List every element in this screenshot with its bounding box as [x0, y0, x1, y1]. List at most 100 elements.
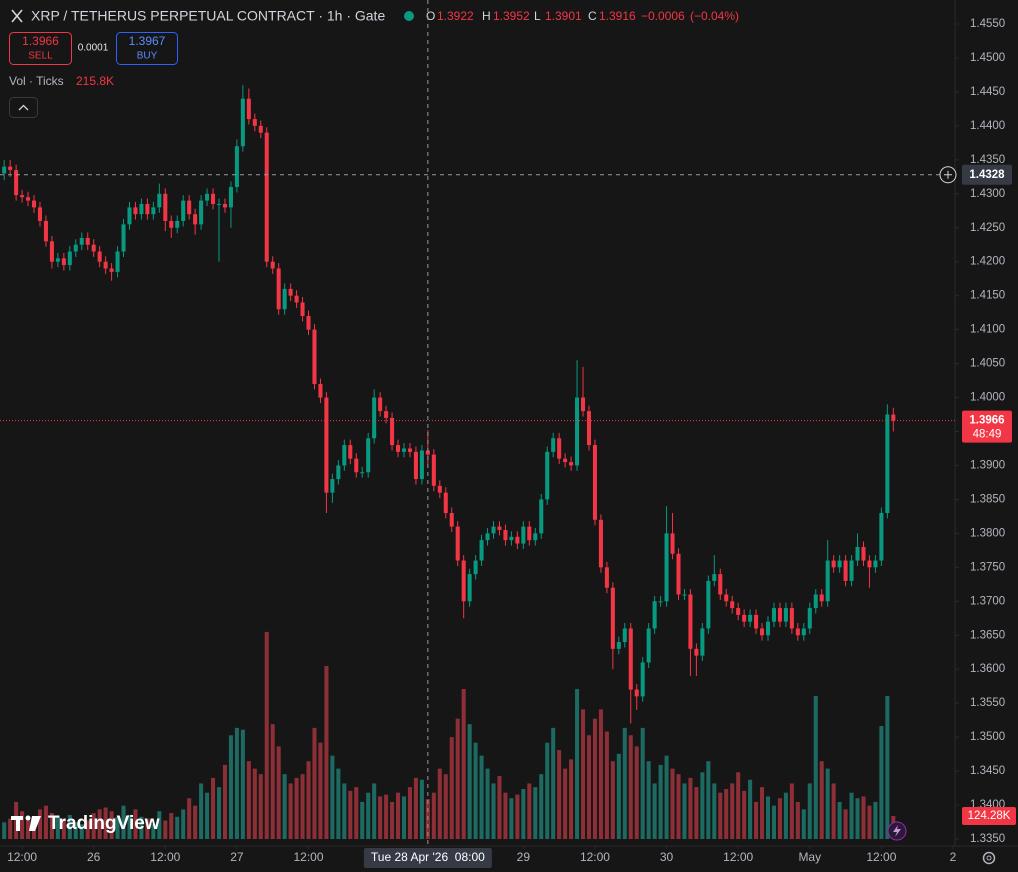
candle-body: [49, 241, 54, 262]
candle-body: [765, 621, 771, 636]
volume-bar: [700, 772, 705, 839]
candle-body: [2, 166, 7, 174]
candle-body: [330, 479, 335, 493]
candle-body: [372, 397, 377, 439]
brand-logo: [11, 815, 41, 831]
candle-body: [640, 662, 645, 697]
volume-bar: [133, 809, 138, 839]
candle-body: [843, 560, 848, 581]
candle-body: [819, 594, 824, 602]
x-tick-label: 30: [660, 850, 674, 864]
candle-body: [67, 251, 72, 266]
volume-bar: [843, 809, 848, 839]
candle-body: [628, 628, 633, 690]
candle-body: [491, 526, 496, 534]
volume-bar: [151, 824, 156, 839]
y-tick-label: 1.3800: [970, 527, 1005, 539]
x-tick-label: 12:00: [7, 850, 37, 864]
collapse-button[interactable]: [9, 97, 38, 118]
status-dot: [404, 11, 414, 21]
candle-body: [360, 472, 365, 474]
volume-bar: [91, 813, 96, 839]
volume-bar: [718, 792, 723, 839]
y-tick-label: 1.4000: [970, 392, 1005, 404]
volume-bar: [777, 798, 782, 839]
add-alert-plus: [944, 170, 952, 179]
ohlc-legend: O 1.3922 H 1.3952 L 1.3901 C 1.3916 −0.0006 (−0.0…: [426, 9, 739, 23]
candle-body: [503, 529, 508, 541]
candle-body: [234, 146, 239, 187]
candle-body: [252, 119, 257, 126]
crosshair-price-box: [962, 164, 1012, 185]
volume-bar: [360, 801, 365, 839]
candle-body: [14, 170, 19, 196]
candle-body: [294, 295, 299, 303]
candle-body: [670, 533, 675, 554]
volume-bar: [813, 696, 818, 839]
volume-bar: [26, 818, 31, 839]
crosshair-time-label: Tue 28 Apr '26 08:00: [371, 850, 485, 864]
volume-bar: [455, 718, 460, 839]
volume-bar: [789, 783, 794, 839]
y-tick-label: 1.3600: [970, 663, 1005, 675]
y-tick-label: 1.3700: [970, 595, 1005, 607]
candle-body: [401, 448, 407, 452]
volume-bar: [706, 761, 711, 839]
x-tick-label: 29: [517, 850, 531, 864]
candle-body: [754, 614, 759, 629]
candle-body: [724, 594, 729, 602]
candle-body: [736, 608, 741, 615]
volume-bar: [825, 768, 830, 839]
y-tick-label: 1.3500: [970, 731, 1005, 743]
candle-body: [789, 608, 794, 629]
volume-bar: [670, 768, 675, 839]
volume-bar: [97, 809, 102, 839]
candle-body: [443, 492, 448, 513]
candle-body: [193, 214, 198, 225]
volume-bar: [199, 783, 204, 839]
candle-body: [563, 458, 568, 463]
crosshair-price-label: 1.4328: [969, 169, 1005, 181]
y-tick-label: 1.4550: [970, 18, 1005, 30]
volume-bar: [85, 820, 90, 839]
candle-body: [246, 98, 251, 120]
candle-body: [300, 302, 305, 317]
spread: 0.0001: [78, 43, 109, 54]
volume-bar: [467, 724, 472, 839]
candle-body: [384, 411, 389, 418]
candle-body: [694, 648, 699, 656]
volume-bar: [246, 761, 251, 839]
candle-body: [557, 438, 562, 459]
volume-bar: [443, 774, 448, 839]
candle-body: [139, 203, 144, 215]
volume-bar: [527, 783, 532, 839]
candle-body: [783, 608, 788, 622]
last-price-box: [962, 410, 1012, 443]
volume-bar: [157, 811, 162, 839]
volume-bar: [437, 768, 442, 839]
volume-bar: [37, 809, 43, 839]
candle-body: [676, 553, 681, 595]
volume-bar: [885, 696, 890, 839]
sell-button[interactable]: [9, 32, 72, 65]
volume-bar: [264, 631, 269, 839]
volume-bar: [413, 777, 418, 839]
alert-bolt: [893, 825, 901, 837]
volume-bar: [20, 811, 25, 839]
candle-body: [658, 601, 663, 603]
volume-bar: [592, 718, 597, 839]
candle-body: [79, 237, 84, 245]
volume-bar: [545, 742, 550, 839]
volume-bar: [115, 816, 120, 839]
y-tick-label: 1.4450: [970, 86, 1005, 98]
candle-body: [825, 560, 830, 602]
candle-body: [634, 689, 639, 697]
x-tick-label: 12:00: [723, 850, 753, 864]
settings-icon[interactable]: [982, 851, 996, 865]
candle-body: [55, 258, 60, 262]
volume-bar: [610, 761, 615, 839]
buy-button[interactable]: [116, 32, 178, 65]
volume-bar: [509, 798, 514, 839]
candle-body: [706, 580, 711, 629]
volume-bar: [640, 727, 645, 839]
